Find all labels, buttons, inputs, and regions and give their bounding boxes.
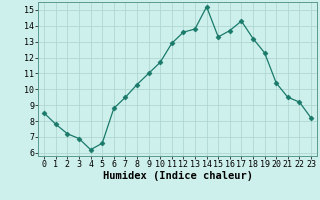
X-axis label: Humidex (Indice chaleur): Humidex (Indice chaleur) (103, 171, 252, 181)
